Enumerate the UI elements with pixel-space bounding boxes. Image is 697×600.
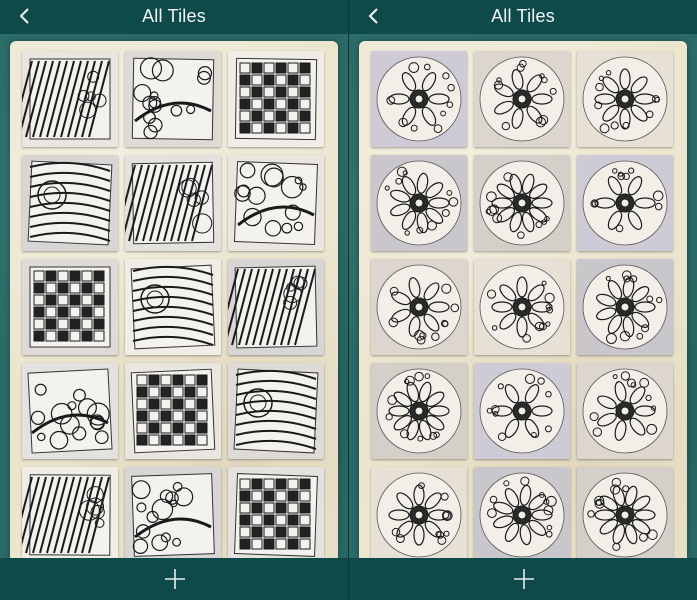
tile-thumbnail[interactable]: [371, 467, 467, 563]
tile-thumbnail[interactable]: [228, 467, 324, 563]
chevron-left-icon: [19, 8, 29, 24]
tile-image: [371, 259, 467, 355]
tile-image: [577, 155, 673, 251]
tile-image: [22, 259, 118, 355]
tile-thumbnail[interactable]: [474, 155, 570, 251]
tile-image: [228, 155, 324, 251]
tile-thumbnail[interactable]: [22, 51, 118, 147]
tile-image: [22, 51, 118, 147]
tile-thumbnail[interactable]: [22, 363, 118, 459]
tile-thumbnail[interactable]: [577, 155, 673, 251]
tile-image: [474, 467, 570, 563]
tile-image: [125, 51, 221, 147]
tile-thumbnail[interactable]: [474, 467, 570, 563]
add-tile-button[interactable]: [163, 567, 187, 591]
tile-image: [474, 51, 570, 147]
tile-thumbnail[interactable]: [22, 155, 118, 251]
tile-image: [474, 259, 570, 355]
tile-image: [577, 259, 673, 355]
tile-thumbnail[interactable]: [228, 155, 324, 251]
tile-image: [125, 259, 221, 355]
chevron-left-icon: [368, 8, 378, 24]
tile-thumbnail[interactable]: [125, 259, 221, 355]
tile-image: [228, 467, 324, 563]
tile-image: [22, 155, 118, 251]
tile-thumbnail[interactable]: [125, 51, 221, 147]
tile-thumbnail[interactable]: [125, 155, 221, 251]
tile-image: [474, 155, 570, 251]
navigation-bar: All Tiles: [349, 0, 697, 34]
tile-thumbnail[interactable]: [228, 259, 324, 355]
tile-thumbnail[interactable]: [125, 467, 221, 563]
tile-thumbnail[interactable]: [577, 363, 673, 459]
tile-thumbnail[interactable]: [228, 51, 324, 147]
tile-thumbnail[interactable]: [577, 259, 673, 355]
tile-thumbnail[interactable]: [474, 363, 570, 459]
tile-thumbnail[interactable]: [22, 467, 118, 563]
add-tile-button[interactable]: [512, 567, 536, 591]
page-title: All Tiles: [491, 6, 555, 26]
tile-thumbnail[interactable]: [22, 259, 118, 355]
tile-image: [125, 155, 221, 251]
tile-thumbnail[interactable]: [371, 363, 467, 459]
bottom-toolbar: [349, 558, 697, 600]
tile-image: [22, 467, 118, 563]
tile-image: [577, 363, 673, 459]
tile-grid: [10, 41, 338, 563]
back-button[interactable]: [361, 3, 385, 29]
tile-image: [125, 363, 221, 459]
screen-all-tiles-square: All Tiles: [0, 0, 348, 600]
back-button[interactable]: [12, 3, 36, 29]
screen-all-tiles-round: All Tiles: [349, 0, 697, 600]
tile-image: [474, 363, 570, 459]
tile-grid: [359, 41, 687, 563]
tile-image: [228, 51, 324, 147]
tile-image: [125, 467, 221, 563]
tile-thumbnail[interactable]: [577, 51, 673, 147]
page-title: All Tiles: [142, 6, 206, 26]
tile-thumbnail[interactable]: [474, 51, 570, 147]
plus-icon: [514, 569, 534, 589]
tile-thumbnail[interactable]: [125, 363, 221, 459]
bottom-toolbar: [0, 558, 348, 600]
tile-image: [228, 259, 324, 355]
plus-icon: [165, 569, 185, 589]
tile-thumbnail[interactable]: [474, 259, 570, 355]
tile-image: [371, 155, 467, 251]
tile-image: [22, 363, 118, 459]
screen-divider: [348, 0, 349, 600]
tile-image: [371, 363, 467, 459]
tile-thumbnail[interactable]: [371, 259, 467, 355]
navigation-bar: All Tiles: [0, 0, 348, 34]
tile-image: [371, 51, 467, 147]
tile-image: [371, 467, 467, 563]
tile-thumbnail[interactable]: [228, 363, 324, 459]
tile-thumbnail[interactable]: [371, 155, 467, 251]
tile-thumbnail[interactable]: [577, 467, 673, 563]
tile-image: [577, 467, 673, 563]
tile-thumbnail[interactable]: [371, 51, 467, 147]
tile-image: [577, 51, 673, 147]
tile-image: [228, 363, 324, 459]
